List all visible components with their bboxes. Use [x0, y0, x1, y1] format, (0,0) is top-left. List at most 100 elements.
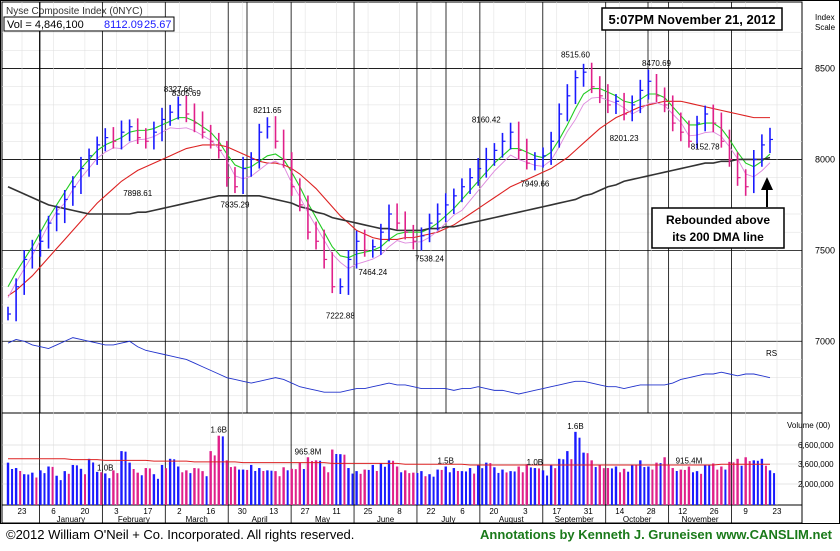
x-month-label: November [682, 515, 719, 524]
volume-bar [14, 468, 18, 505]
volume-bar [630, 464, 634, 505]
volume-bar [177, 466, 180, 505]
price-annotation: 8327.66 [164, 85, 193, 94]
x-day-label: 20 [489, 507, 498, 516]
volume-annotation: 1.0B [527, 458, 543, 467]
x-day-label: 17 [552, 507, 561, 516]
volume-axis-title: Volume (00) [787, 421, 830, 430]
x-month-label: June [377, 515, 395, 524]
volume-bar [359, 473, 362, 505]
volume-bar [768, 470, 772, 505]
volume-bar [31, 472, 34, 505]
x-month-label: August [499, 515, 525, 524]
x-month-label: January [57, 515, 85, 524]
volume-bar [67, 473, 70, 505]
volume-bar [258, 468, 261, 505]
volume-bar [92, 462, 95, 505]
volume-bar [481, 468, 484, 505]
price-annotation: 8470.69 [642, 59, 671, 68]
price-annotation: 7538.24 [415, 254, 444, 263]
volume-bar [452, 468, 456, 505]
volume-bar [546, 475, 549, 505]
volume-bar [363, 469, 366, 505]
volume-bar [736, 458, 739, 505]
volume-bar [238, 469, 241, 505]
volume-bar [339, 454, 342, 505]
x-day-label: 3 [114, 507, 119, 516]
price-annotation: 7835.29 [221, 200, 250, 209]
volume-bar [627, 471, 630, 505]
volume-bar [703, 464, 707, 505]
x-day-label: 8 [397, 507, 402, 516]
volume-bar [108, 478, 111, 505]
volume-bar [513, 471, 516, 505]
volume-bar [647, 466, 650, 505]
volume-bar [582, 452, 585, 505]
vol-label: Vol = 4,846,100 [7, 19, 84, 31]
volume-bar [185, 470, 188, 505]
volume-bar [6, 462, 10, 505]
volume-bar [116, 473, 119, 505]
volume-bar [298, 462, 302, 505]
volume-bar [578, 437, 581, 505]
volume-bar [675, 470, 678, 505]
volume-bar [440, 469, 443, 505]
x-day-label: 26 [710, 507, 719, 516]
x-day-label: 17 [143, 507, 152, 516]
volume-bar [294, 469, 297, 505]
volume-bar [412, 472, 415, 505]
price-annotation: 7949.66 [520, 180, 549, 189]
grid [2, 2, 802, 523]
volume-bar [355, 471, 358, 505]
annotation-line2: its 200 DMA line [672, 230, 764, 244]
volume-bar [679, 469, 683, 505]
price-axis-title-2: Scale [815, 23, 836, 32]
x-day-label: 6 [460, 507, 465, 516]
price-annotation: 7464.24 [358, 268, 387, 277]
volume-bar [643, 467, 646, 505]
volume-bar [112, 470, 115, 505]
volume-bar [173, 459, 176, 505]
volume-bar [740, 465, 743, 505]
volume-bar [712, 463, 715, 505]
volume-bar [168, 458, 172, 505]
volume-bar [79, 468, 83, 505]
y-tick-label: 7000 [815, 336, 835, 346]
x-month-label: May [315, 515, 330, 524]
price-axis-title-1: Index [815, 13, 835, 22]
volume-bar [724, 469, 727, 505]
annotation-line1: Rebounded above [666, 213, 770, 227]
volume-bar [473, 473, 476, 505]
volume-bar [444, 466, 447, 505]
volume-bar [485, 462, 488, 505]
chart-title: Nyse Composite Index (0NYC) [6, 6, 143, 17]
volume-bar [541, 470, 545, 505]
volume-bar [655, 462, 658, 505]
volume-bar [744, 457, 747, 505]
volume-bar [720, 466, 723, 505]
volume-bar [189, 473, 192, 505]
x-day-label: 28 [647, 507, 656, 516]
x-day-label: 20 [80, 507, 89, 516]
volume-bar [140, 475, 143, 505]
volume-bar [148, 468, 151, 505]
volume-bar [84, 474, 87, 505]
volume-bar [404, 470, 407, 505]
x-month-label: March [186, 515, 208, 524]
volume-bar [246, 469, 249, 505]
volume-bar [375, 470, 378, 505]
volume-bar [233, 466, 237, 505]
volume-bar [525, 464, 529, 505]
volume-annotation: 965.8M [295, 447, 322, 456]
volume-bars [6, 431, 776, 505]
credit: Annotations by Kenneth J. Gruneisen www.… [480, 527, 832, 542]
volume-bar [351, 473, 354, 505]
volume-bar [420, 471, 423, 505]
volume-bar [700, 473, 703, 505]
price-change: 25.67 [144, 19, 172, 31]
volume-bar [262, 470, 265, 505]
volume-bar [716, 469, 719, 505]
volume-bar [59, 480, 62, 505]
volume-bar [306, 457, 310, 505]
